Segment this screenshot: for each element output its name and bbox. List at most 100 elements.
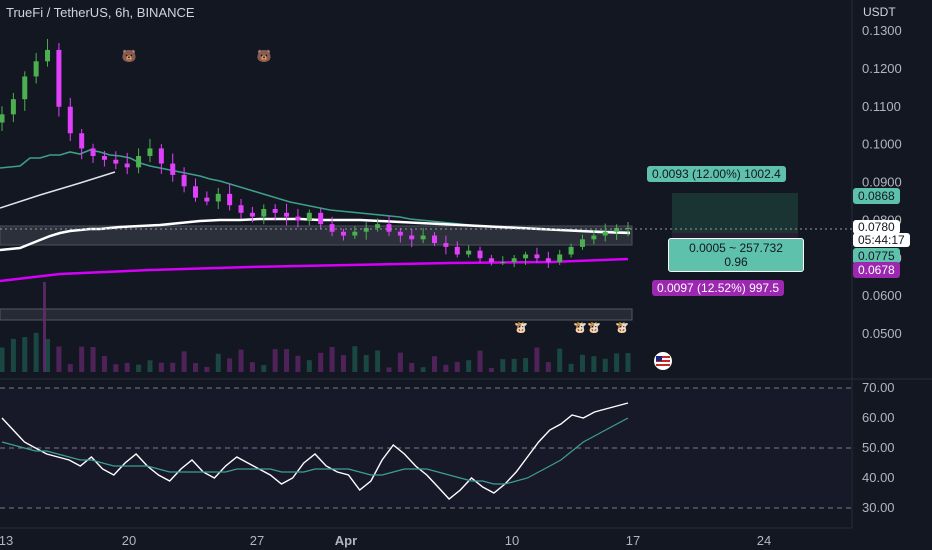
volume-bar — [113, 364, 119, 372]
volume-bar — [56, 346, 62, 372]
candle-body — [0, 114, 5, 123]
candle-body — [272, 209, 278, 213]
candle-body — [170, 163, 176, 175]
bear-marker-icon[interactable]: 🐻 — [122, 48, 137, 63]
volume-bar — [136, 364, 142, 372]
candle-body — [443, 243, 449, 247]
time-tick-label: 20 — [122, 533, 136, 548]
white-stepped-line — [0, 217, 631, 252]
symbol-title[interactable]: TrueFi / TetherUS, 6h, BINANCE — [6, 5, 195, 20]
bull-marker-icon[interactable]: 🐮 — [514, 321, 528, 334]
candle-body — [192, 186, 198, 198]
rsi-tick-label: 30.00 — [862, 500, 895, 515]
candle-body — [147, 148, 153, 156]
candle-body — [261, 209, 267, 217]
volume-bar — [579, 354, 585, 372]
rsi-ma-line — [1, 417, 629, 485]
candle-body — [432, 235, 438, 244]
candle-body — [488, 258, 494, 263]
candle-body — [56, 49, 62, 107]
volume-bar — [625, 353, 631, 372]
candle-body — [386, 224, 392, 232]
target-label[interactable]: 0.0093 (12.00%) 1002.4 — [647, 166, 786, 182]
time-tick-label: 24 — [757, 533, 771, 548]
candle-body — [101, 155, 107, 160]
price-tick-label: 0.1200 — [862, 61, 902, 76]
volume-bar — [261, 365, 267, 372]
volume-bar — [523, 358, 529, 372]
candle-body — [204, 197, 210, 202]
volume-bar — [386, 367, 392, 372]
volume-bar — [318, 352, 324, 372]
candle-body — [579, 239, 585, 247]
volume-bar — [397, 352, 403, 372]
volume-spike-bar — [43, 282, 46, 372]
candle-body — [67, 106, 73, 134]
flag-stripe — [656, 362, 670, 364]
price-axis[interactable]: 0.13000.12000.11000.10000.09000.08000.07… — [862, 23, 902, 341]
stop-zone[interactable] — [672, 233, 798, 241]
price-tick-label: 0.0600 — [862, 288, 902, 303]
time-tick-label: 17 — [626, 533, 640, 548]
volume-bar — [340, 355, 346, 372]
time-axis[interactable]: 13 20 27 Apr 10 17 24 — [0, 533, 771, 548]
price-tick-label: 0.0500 — [862, 326, 902, 341]
candle-body — [397, 231, 403, 236]
volume-bar — [101, 355, 107, 372]
volume-bar — [204, 366, 210, 372]
volume-bar — [45, 339, 51, 372]
volume-bar — [33, 332, 39, 372]
countdown-tag: 05:44:17 — [853, 233, 910, 247]
price-tag-last: 0.0780 — [853, 220, 900, 234]
volume-bar — [284, 349, 290, 372]
price-tag-entry: 0.0775 — [853, 248, 900, 264]
rsi-tick-label: 70.00 — [862, 380, 895, 395]
candle-body — [363, 227, 369, 232]
candle-body — [227, 193, 233, 206]
candle-body — [375, 224, 381, 228]
candle-body — [352, 231, 358, 236]
price-tick-label: 0.0900 — [862, 175, 902, 190]
candle-body — [181, 174, 187, 187]
candle-body — [136, 155, 142, 168]
volume-bar — [22, 337, 28, 372]
volume-bar — [249, 362, 255, 372]
position-center-label[interactable]: 0.0005 ~ 257.732 0.96 — [668, 238, 804, 272]
support-zone-box[interactable] — [0, 225, 633, 246]
volume-bar — [614, 353, 620, 372]
volume-bar — [557, 348, 563, 372]
candle-body — [22, 76, 28, 100]
candle-body — [409, 235, 415, 240]
bull-marker-icon[interactable]: 🐮 — [573, 321, 587, 334]
bull-marker-icon[interactable]: 🐮 — [615, 321, 629, 334]
currency-label[interactable]: USDT — [863, 5, 896, 19]
rsi-layer — [1, 402, 629, 500]
candle-body — [511, 258, 517, 263]
price-tick-label: 0.1100 — [862, 99, 901, 114]
price-tick-label: 0.1300 — [862, 23, 902, 38]
volume-bar — [511, 358, 517, 372]
target-zone[interactable] — [672, 193, 798, 233]
candle-body — [329, 224, 335, 232]
candle-body — [284, 212, 290, 217]
volume-bar — [227, 358, 233, 372]
volume-bar — [170, 362, 176, 372]
volume-bar — [0, 347, 5, 372]
candle-body — [238, 205, 244, 213]
magenta-trend-line — [0, 257, 629, 283]
lower-zone-box[interactable] — [0, 308, 633, 321]
volume-bar — [329, 346, 335, 372]
white-trend-line — [0, 171, 116, 209]
candle-body — [124, 163, 130, 168]
candle-body — [454, 246, 460, 255]
bear-marker-icon[interactable]: 🐻 — [257, 48, 272, 63]
candle-body — [568, 246, 574, 255]
flag-stripes — [656, 356, 670, 366]
rsi-tick-label: 60.00 — [862, 410, 895, 425]
volume-bar — [181, 351, 187, 372]
stop-label[interactable]: 0.0097 (12.52%) 997.5 — [652, 280, 785, 296]
volume-bar — [352, 346, 358, 372]
bull-marker-icon[interactable]: 🐮 — [587, 321, 601, 334]
rsi-axis[interactable]: 70.00 60.00 50.00 40.00 30.00 — [862, 380, 895, 515]
